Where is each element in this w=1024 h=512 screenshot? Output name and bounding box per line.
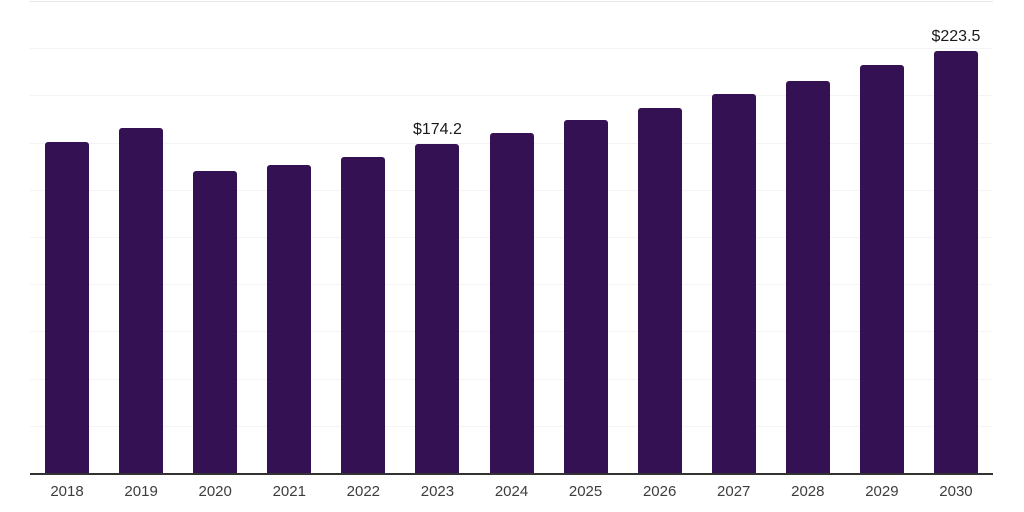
bar-2029[interactable]	[859, 65, 904, 473]
x-tick-label-2020: 2020	[198, 483, 232, 500]
x-tick-label-2026: 2026	[642, 483, 677, 500]
bar-2024[interactable]	[489, 133, 534, 473]
x-tick-label-2025: 2025	[568, 483, 603, 500]
bar-2027[interactable]	[711, 94, 756, 473]
value-label-2030: $223.5	[931, 28, 981, 46]
x-tick-label-2029: 2029	[865, 483, 899, 500]
x-tick-label-2018: 2018	[50, 483, 84, 500]
bar-2021[interactable]	[267, 165, 312, 473]
bar-2020[interactable]	[193, 170, 238, 473]
bar-2018[interactable]	[45, 141, 90, 473]
bar-2022[interactable]	[341, 156, 386, 473]
bar-2030[interactable]	[933, 51, 978, 473]
x-tick-label-2022: 2022	[346, 483, 381, 500]
bar-2023[interactable]	[415, 144, 460, 473]
bar-2026[interactable]	[637, 108, 682, 473]
gridline	[30, 95, 993, 97]
bar-2019[interactable]	[119, 128, 164, 473]
x-tick-label-2028: 2028	[791, 483, 825, 500]
x-tick-label-2024: 2024	[494, 483, 529, 500]
x-tick-label-2030: 2030	[939, 483, 973, 500]
x-tick-label-2023: 2023	[420, 483, 455, 500]
x-tick-label-2027: 2027	[717, 483, 751, 500]
bar-2028[interactable]	[785, 80, 830, 473]
gridline	[30, 1, 993, 2]
x-tick-label-2019: 2019	[124, 483, 158, 500]
x-axis-line	[30, 473, 993, 475]
value-label-2023: $174.2	[412, 121, 462, 139]
x-tick-label-2021: 2021	[272, 483, 306, 500]
bar-2025[interactable]	[563, 120, 608, 473]
gridline	[30, 48, 993, 50]
